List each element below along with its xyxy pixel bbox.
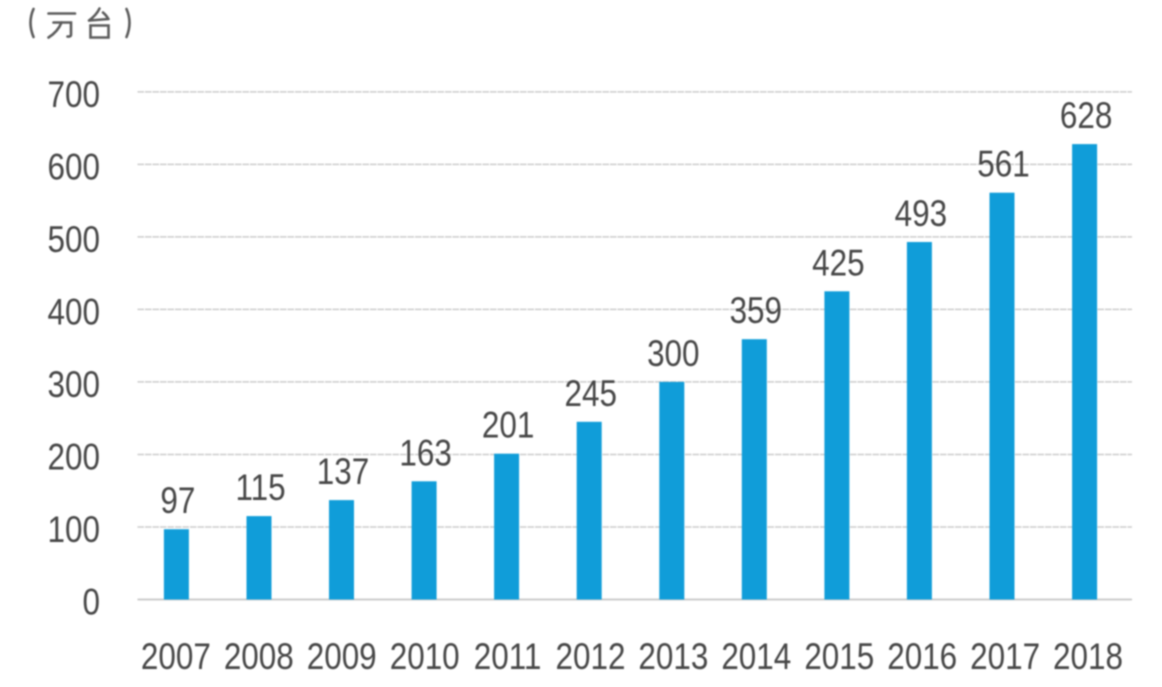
- svg-text:200: 200: [48, 437, 100, 478]
- svg-text:500: 500: [48, 220, 100, 261]
- svg-text:97: 97: [160, 481, 195, 522]
- svg-text:2014: 2014: [721, 637, 791, 678]
- svg-text:2013: 2013: [638, 637, 708, 678]
- svg-text:2007: 2007: [141, 637, 211, 678]
- svg-text:2018: 2018: [1053, 637, 1123, 678]
- svg-text:2011: 2011: [474, 637, 542, 678]
- svg-text:2012: 2012: [556, 637, 626, 678]
- svg-text:2010: 2010: [390, 637, 460, 678]
- svg-text:400: 400: [48, 292, 100, 333]
- svg-text:137: 137: [317, 452, 369, 493]
- svg-text:2017: 2017: [970, 637, 1040, 678]
- svg-text:300: 300: [647, 334, 699, 375]
- svg-text:561: 561: [977, 144, 1029, 185]
- svg-text:2009: 2009: [307, 637, 377, 678]
- svg-text:245: 245: [564, 373, 616, 414]
- svg-text:2016: 2016: [887, 637, 957, 678]
- svg-text:201: 201: [482, 405, 534, 446]
- svg-text:700: 700: [48, 75, 100, 116]
- svg-text:0: 0: [83, 582, 100, 623]
- svg-text:115: 115: [235, 468, 285, 509]
- svg-text:425: 425: [812, 243, 864, 284]
- svg-text:2015: 2015: [804, 637, 874, 678]
- svg-text:628: 628: [1060, 96, 1112, 137]
- svg-text:600: 600: [48, 147, 100, 188]
- svg-text:100: 100: [48, 510, 100, 551]
- svg-text:2008: 2008: [224, 637, 294, 678]
- svg-text:300: 300: [48, 365, 100, 406]
- svg-text:359: 359: [730, 291, 782, 332]
- svg-text:493: 493: [895, 194, 947, 235]
- svg-text:163: 163: [399, 433, 451, 474]
